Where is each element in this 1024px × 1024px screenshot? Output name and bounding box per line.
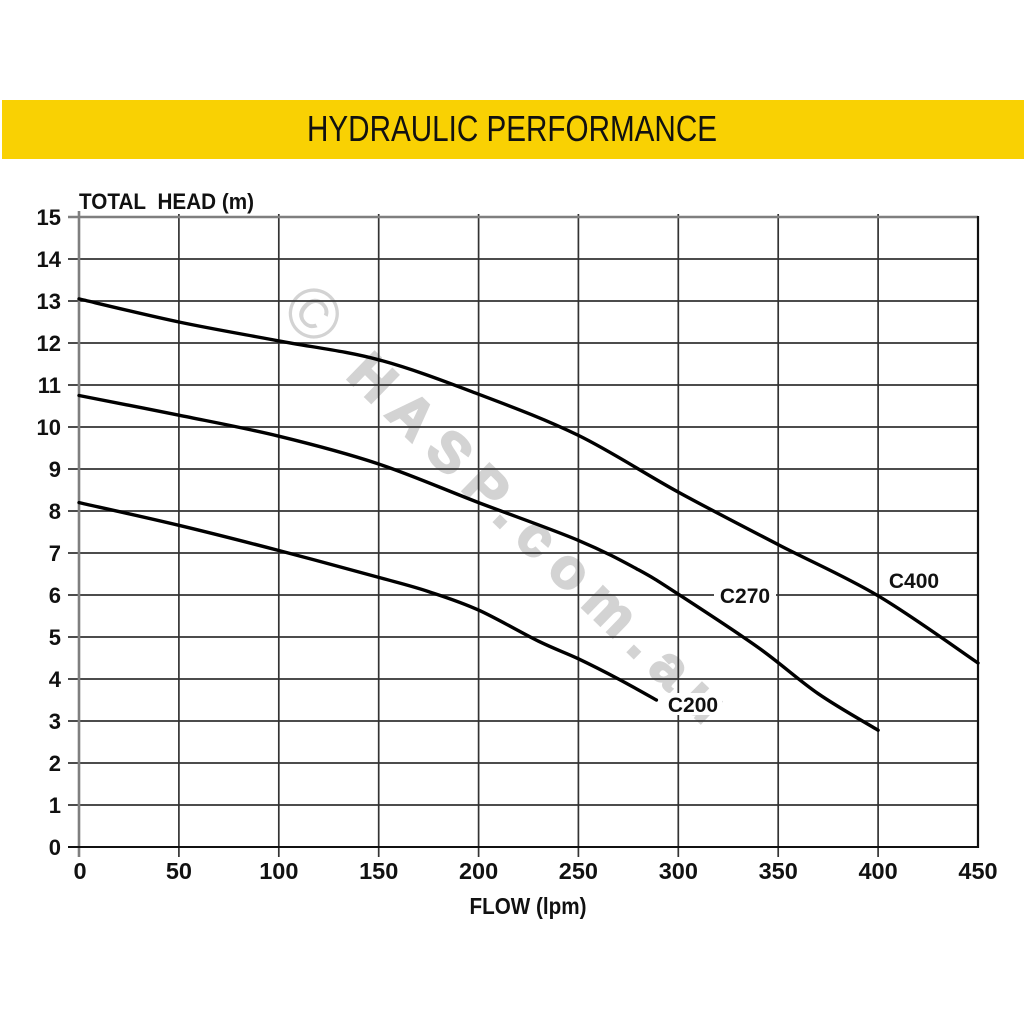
svg-text:3: 3 <box>49 709 61 734</box>
svg-text:350: 350 <box>759 858 798 884</box>
svg-text:8: 8 <box>49 499 61 524</box>
svg-text:400: 400 <box>858 858 897 884</box>
svg-text:1: 1 <box>49 793 61 818</box>
svg-text:10: 10 <box>37 415 61 440</box>
svg-text:50: 50 <box>166 858 192 884</box>
svg-text:2: 2 <box>49 751 61 776</box>
svg-text:200: 200 <box>459 858 498 884</box>
svg-text:C400: C400 <box>889 570 939 593</box>
svg-text:5: 5 <box>49 625 61 650</box>
svg-text:TOTAL HEAD (m): TOTAL HEAD (m) <box>79 189 254 214</box>
svg-text:7: 7 <box>49 541 61 566</box>
svg-text:HASP.com.au: HASP.com.au <box>337 340 749 743</box>
svg-text:0: 0 <box>73 858 86 884</box>
svg-text:14: 14 <box>37 247 62 272</box>
svg-text:300: 300 <box>659 858 698 884</box>
svg-text:C200: C200 <box>668 694 718 717</box>
svg-text:250: 250 <box>559 858 598 884</box>
svg-text:15: 15 <box>37 205 61 230</box>
svg-text:11: 11 <box>38 373 61 398</box>
svg-text:4: 4 <box>49 667 62 692</box>
svg-text:13: 13 <box>37 289 61 314</box>
svg-text:6: 6 <box>49 583 61 608</box>
svg-text:150: 150 <box>359 858 398 884</box>
svg-text:100: 100 <box>259 858 298 884</box>
svg-text:FLOW (lpm): FLOW (lpm) <box>470 893 587 919</box>
svg-text:12: 12 <box>37 331 61 356</box>
svg-text:C270: C270 <box>720 585 770 608</box>
svg-text:9: 9 <box>49 457 61 482</box>
svg-text:HYDRAULIC PERFORMANCE: HYDRAULIC PERFORMANCE <box>307 108 717 149</box>
svg-text:0: 0 <box>49 835 61 860</box>
svg-text:450: 450 <box>958 858 997 884</box>
